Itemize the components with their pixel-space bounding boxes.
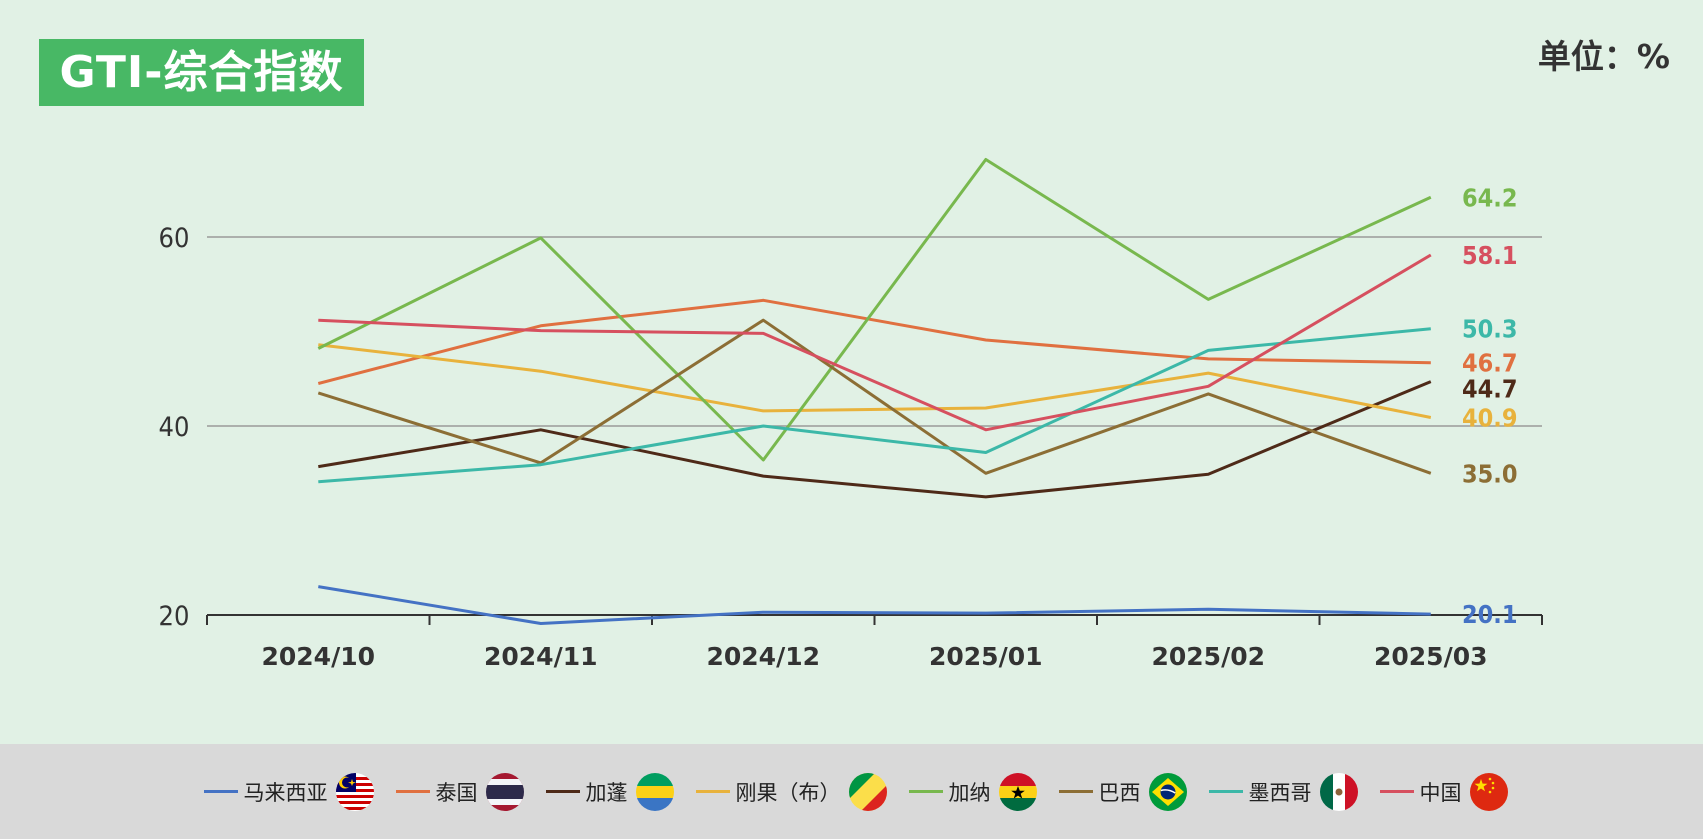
legend-line-swatch — [908, 790, 943, 793]
legend-label: 马来西亚 — [243, 781, 328, 805]
y-tick-label: 40 — [159, 412, 190, 443]
data-label: 46.7 — [1462, 349, 1518, 378]
congo-flag-icon — [848, 772, 887, 811]
legend-item: 泰国 — [395, 772, 524, 811]
line-chart: 20 40 60 2024/10 2024/11 2024/12 2025/01 2025/0… — [159, 158, 1543, 671]
legend-line-swatch — [1208, 790, 1243, 793]
x-tick-label: 2025/03 — [1374, 642, 1488, 671]
series-line — [317, 158, 1432, 462]
series-line — [317, 318, 1432, 475]
malaysia-flag-icon — [335, 772, 374, 811]
x-tick-label: 2024/12 — [706, 642, 820, 671]
mexico-flag-icon — [1319, 772, 1358, 811]
legend-line-swatch — [1379, 790, 1414, 793]
legend-label: 巴西 — [1098, 781, 1141, 805]
legend-label: 加纳 — [948, 781, 991, 805]
y-tick-label: 20 — [159, 601, 190, 632]
data-label: 64.2 — [1462, 183, 1518, 212]
legend-bar: 马来西亚 泰国 加蓬 刚果（布） 加纳 巴西 墨西哥 中国 — [0, 744, 1703, 839]
data-label: 50.3 — [1462, 315, 1518, 344]
brazil-flag-icon — [1148, 772, 1187, 811]
legend-item: 刚果（布） — [695, 772, 887, 811]
legend-line-swatch — [545, 790, 580, 793]
series-line — [318, 327, 1431, 484]
legend-line-swatch — [695, 790, 730, 793]
gabon-flag-icon — [635, 772, 674, 811]
legend-item: 中国 — [1379, 772, 1508, 811]
legend-item: 加纳 — [908, 772, 1037, 811]
legend-label: 泰国 — [435, 781, 478, 805]
legend: 马来西亚 泰国 加蓬 刚果（布） 加纳 巴西 墨西哥 中国 — [0, 744, 1703, 839]
y-tick-label: 60 — [159, 223, 190, 254]
x-tick-label: 2024/10 — [261, 642, 375, 671]
data-label: 20.1 — [1462, 600, 1518, 629]
chart-title: GTI-综合指数 — [39, 39, 364, 106]
x-tick-label: 2025/02 — [1151, 642, 1265, 671]
legend-line-swatch — [1058, 790, 1093, 793]
x-tick-label: 2024/11 — [484, 642, 598, 671]
legend-item: 马来西亚 — [203, 772, 374, 811]
x-tick-label: 2025/01 — [929, 642, 1043, 671]
legend-label: 刚果（布） — [735, 781, 841, 805]
china-flag-icon — [1469, 772, 1508, 811]
series-line — [318, 253, 1432, 432]
series-line — [318, 380, 1432, 499]
series-line — [318, 343, 1432, 419]
series-line — [317, 298, 1431, 385]
legend-item: 墨西哥 — [1208, 772, 1358, 811]
legend-line-swatch — [203, 790, 238, 793]
legend-label: 墨西哥 — [1248, 781, 1312, 805]
series-line — [318, 585, 1431, 625]
unit-label: 单位：% — [1537, 37, 1670, 76]
legend-line-swatch — [395, 790, 430, 793]
legend-label: 加蓬 — [585, 781, 628, 805]
data-label: 44.7 — [1462, 375, 1518, 404]
thailand-flag-icon — [485, 772, 524, 811]
ghana-flag-icon — [998, 772, 1037, 811]
legend-item: 巴西 — [1058, 772, 1187, 811]
data-label: 35.0 — [1462, 459, 1518, 488]
legend-label: 中国 — [1419, 781, 1462, 805]
data-label: 58.1 — [1462, 241, 1518, 270]
data-label: 40.9 — [1462, 403, 1518, 432]
legend-item: 加蓬 — [545, 772, 674, 811]
